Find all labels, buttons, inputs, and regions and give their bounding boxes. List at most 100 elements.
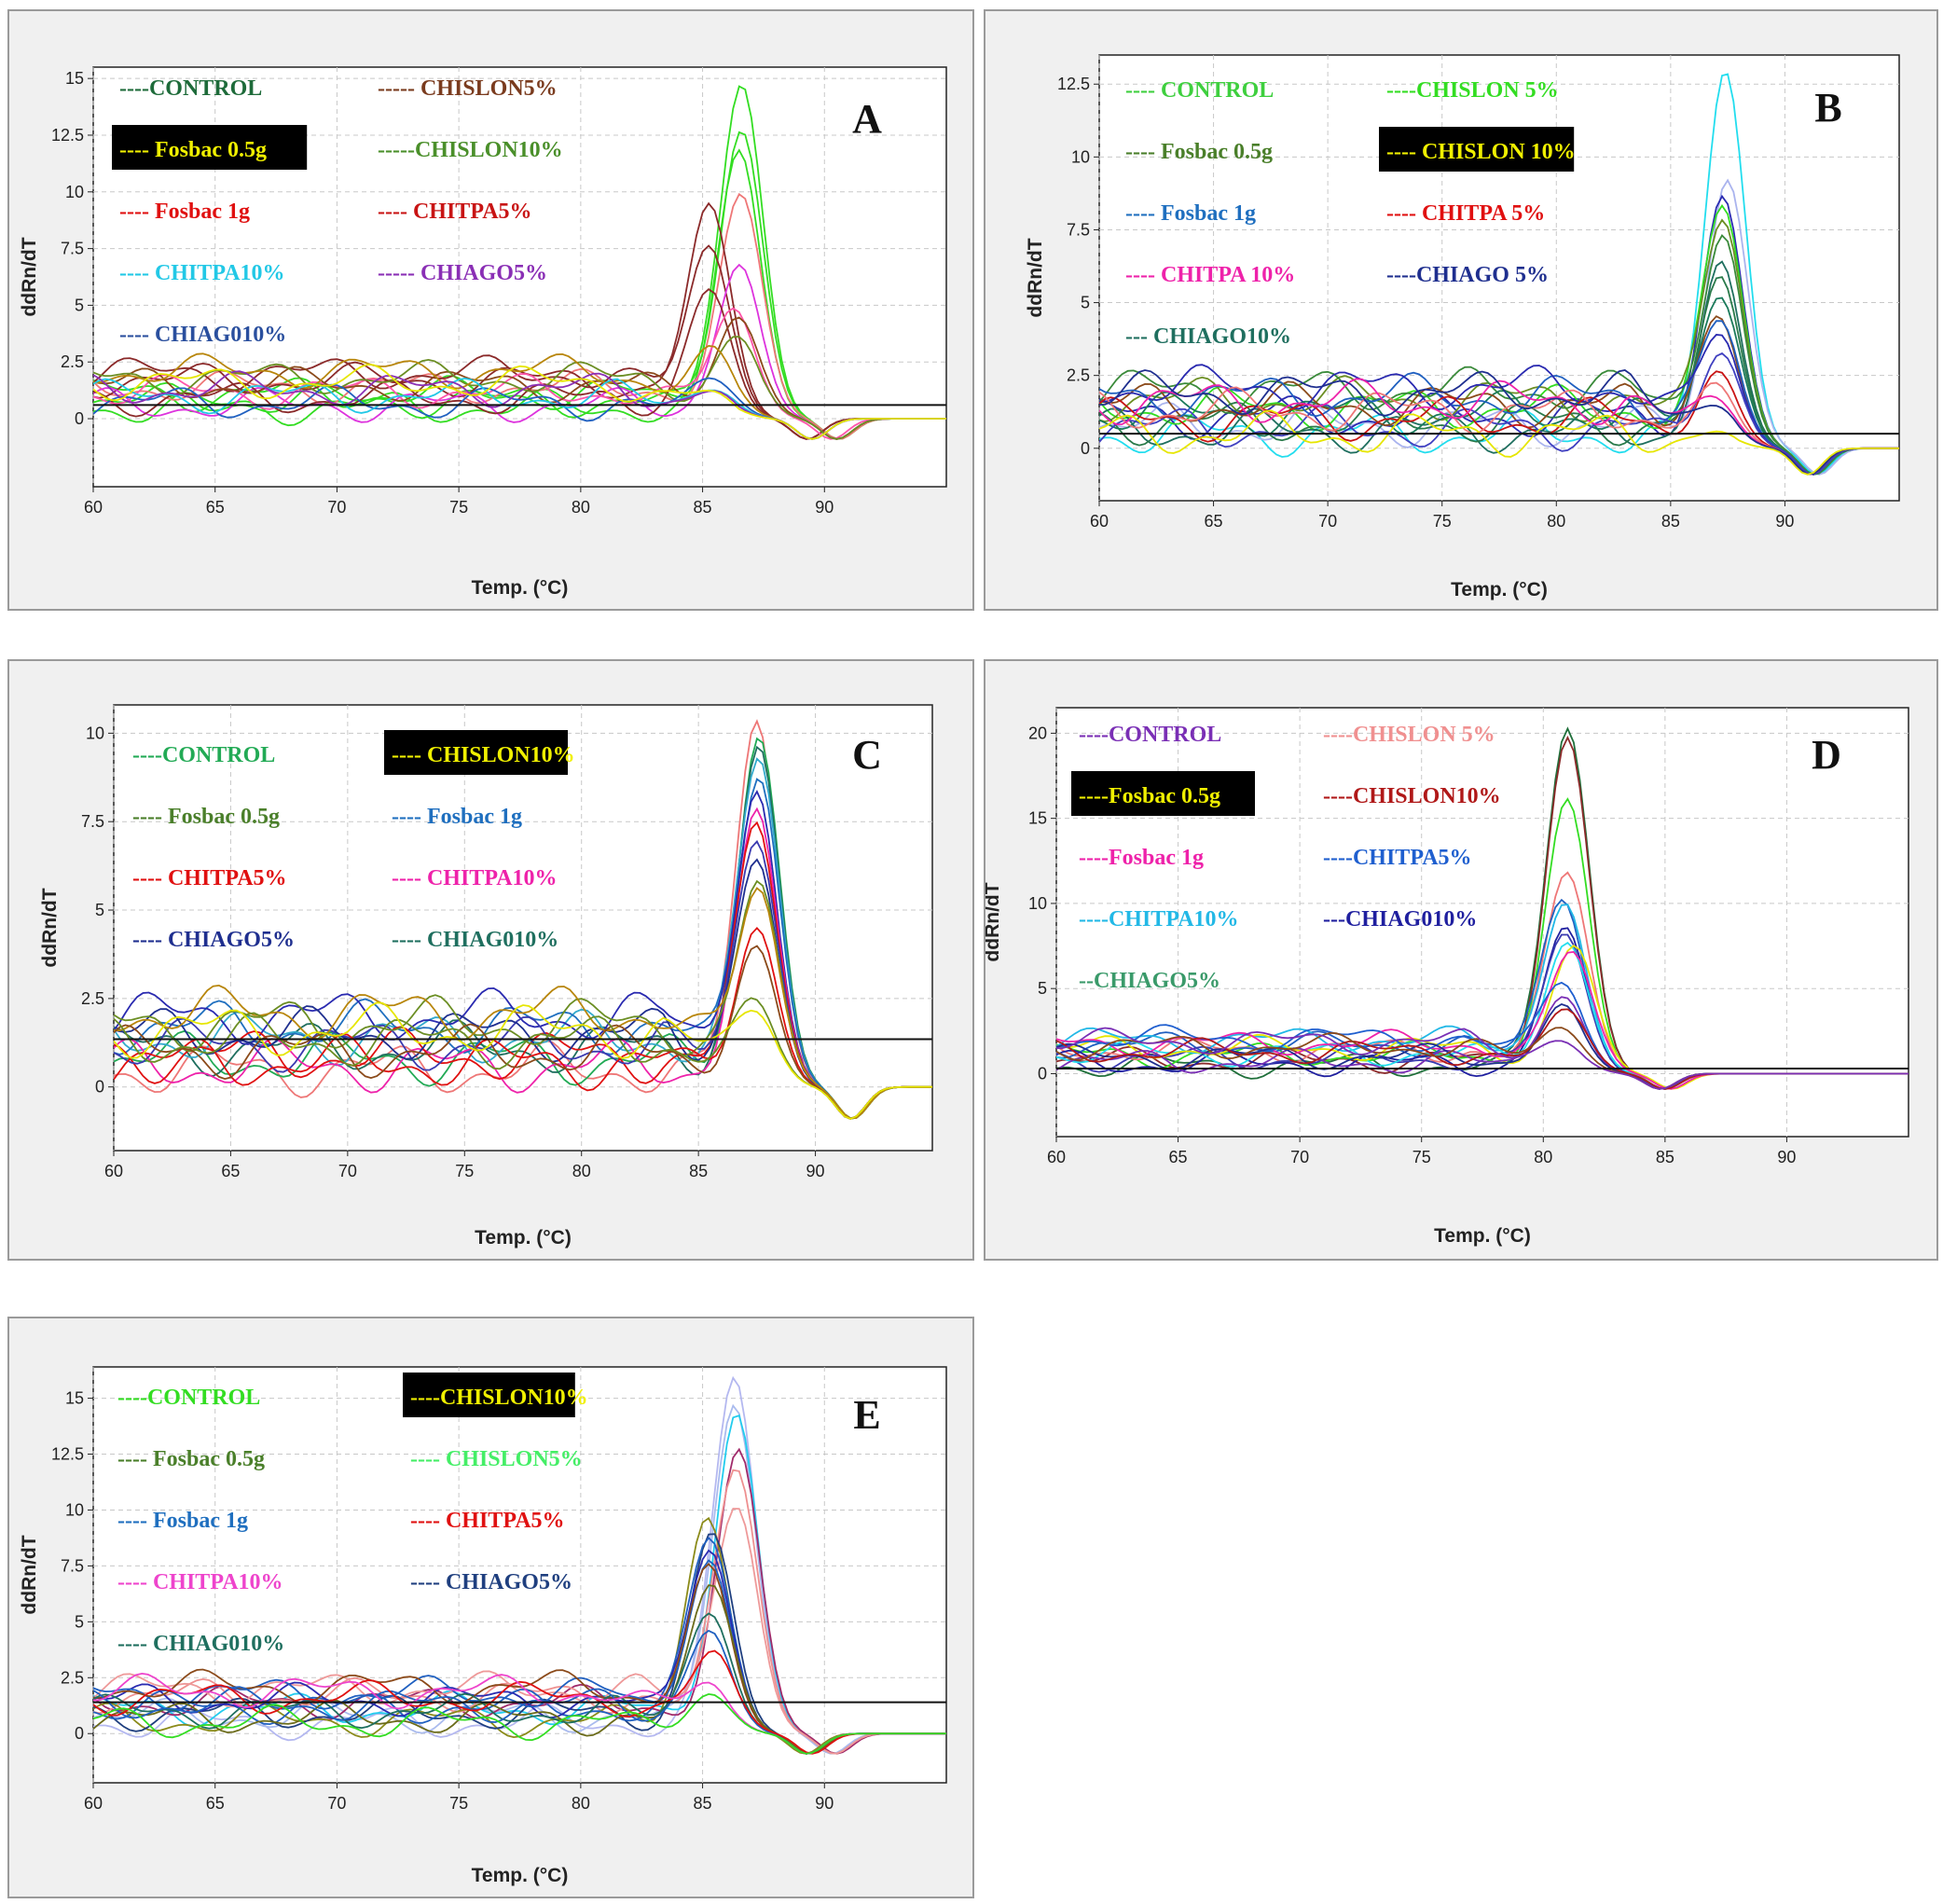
legend-entry: ---- Fosbac 1g: [119, 200, 250, 224]
y-tick-label: 2.5: [61, 352, 84, 371]
y-tick-label: 10: [1028, 894, 1047, 913]
y-tick-label: 10: [86, 724, 104, 742]
y-tick-label: 12.5: [1057, 75, 1090, 93]
legend-entry: ---- CHIAGO5%: [410, 1570, 572, 1594]
series-line: [114, 945, 932, 1120]
x-tick-label: 70: [338, 1162, 357, 1180]
y-tick-label: 0: [1038, 1064, 1047, 1083]
series-line: [1099, 369, 1899, 476]
legend-entry: ----- CHIAGO5%: [378, 261, 547, 285]
legend-entry: ---- CHIAG010%: [392, 928, 558, 952]
legend-entry: ---- CHITPA5%: [378, 200, 532, 224]
legend-entry: ----CONTROL: [132, 743, 275, 767]
x-tick-label: 65: [1205, 512, 1223, 531]
y-tick-label: 0: [75, 409, 84, 428]
legend-entry: ---- CHITPA10%: [117, 1570, 283, 1594]
x-tick-label: 80: [1547, 512, 1565, 531]
chart-panel-d: 60 65 70 75 80 85 90 0 5 10 15 20 Temp. (°C) ddRn/dT -…: [984, 659, 1938, 1261]
legend-highlight-box: [112, 125, 308, 170]
x-axis-label: Temp. (°C): [475, 1227, 572, 1249]
series-group: [1056, 726, 1909, 1090]
series-group: [93, 85, 946, 440]
y-tick-label: 0: [1081, 439, 1090, 458]
y-tick-label: 15: [1028, 809, 1047, 828]
series-line: [114, 926, 932, 1120]
legend-highlight-box: [1379, 127, 1575, 172]
y-tick-label: 2.5: [1067, 366, 1090, 385]
x-tick-label: 80: [572, 1162, 591, 1180]
legend-entry: ---- Fosbac 0.5g: [1125, 140, 1273, 164]
y-tick-label: 15: [65, 1389, 84, 1408]
x-tick-label: 70: [1318, 512, 1337, 531]
x-axis-label: Temp. (°C): [472, 577, 569, 599]
legend-entry: ---- CHISLON 10%: [1386, 140, 1576, 164]
legend-entry: ---- Fosbac 1g: [392, 805, 522, 829]
panel-letter-e: E: [853, 1392, 880, 1438]
legend-entry: ----CHIAGO 5%: [1386, 263, 1549, 287]
y-tick-label: 7.5: [81, 812, 104, 831]
x-tick-label: 90: [815, 1794, 834, 1813]
legend-entry: ---- CHITPA5%: [410, 1509, 565, 1533]
y-tick-label: 5: [75, 296, 84, 314]
x-tick-label: 90: [1777, 1148, 1796, 1166]
y-tick-label: 12.5: [51, 1445, 84, 1464]
panel-letter-a: A: [852, 96, 882, 142]
series-line: [1099, 370, 1899, 476]
x-tick-label: 65: [1169, 1148, 1188, 1166]
series-line: [1099, 352, 1899, 476]
y-tick-label: 0: [75, 1724, 84, 1743]
x-tick-label: 60: [84, 498, 103, 517]
legend-entry: --- CHIAGO10%: [1125, 324, 1291, 349]
y-tick-label: 20: [1028, 724, 1047, 742]
x-tick-label: 85: [1661, 512, 1680, 531]
legend-entry: ----Fosbac 0.5g: [1079, 784, 1220, 808]
legend-entry: ---- CHIAG010%: [117, 1632, 284, 1656]
legend-entry: ----Fosbac 1g: [1079, 846, 1204, 870]
x-axis-label: Temp. (°C): [1434, 1225, 1531, 1247]
legend-entry: ----CONTROL: [117, 1386, 260, 1410]
y-tick-label: 7.5: [61, 1556, 84, 1575]
legend-entry: ---- Fosbac 0.5g: [117, 1447, 265, 1471]
legend-entry: ---- CONTROL: [1125, 78, 1274, 103]
series-line: [1099, 320, 1899, 476]
legend-entry: ---- Fosbac 1g: [117, 1509, 248, 1533]
y-axis-label: ddRn/dT: [39, 888, 61, 967]
x-axis-label: Temp. (°C): [472, 1865, 569, 1886]
y-tick-label: 5: [75, 1612, 84, 1631]
legend-entry: ---- CHISLON10%: [392, 743, 575, 767]
x-tick-label: 80: [572, 498, 590, 517]
legend-entry: ----CHISLON10%: [410, 1386, 588, 1410]
chart-panel-a: 60 65 70 75 80 85 90 0 2.5 5 7.5 10 12.5 15 Temp. (°C)…: [7, 9, 974, 611]
x-tick-label: 75: [1412, 1148, 1431, 1166]
legend-entry: ---- CHITPA10%: [392, 866, 558, 890]
x-tick-label: 65: [206, 1794, 225, 1813]
legend-entry: ----CHISLON10%: [1323, 784, 1501, 808]
legend-entry: ---- CHISLON5%: [410, 1447, 583, 1471]
legend-entry: ----CHITPA5%: [1323, 846, 1472, 870]
series-line: [1056, 1027, 1909, 1090]
series-group: [1099, 73, 1899, 476]
legend-entry: ----CHISLON 5%: [1323, 723, 1495, 747]
x-tick-label: 70: [1290, 1148, 1309, 1166]
panel-letter-b: B: [1814, 85, 1841, 131]
legend-entry: ---- Fosbac 0.5g: [119, 138, 267, 162]
series-line: [93, 288, 946, 440]
x-tick-label: 75: [449, 498, 468, 517]
legend-entry: ----CHISLON 5%: [1386, 78, 1559, 103]
y-axis-label: ddRn/dT: [19, 237, 40, 316]
y-axis-label: ddRn/dT: [19, 1535, 40, 1614]
x-tick-label: 85: [694, 1794, 712, 1813]
panel-letter-c: C: [852, 732, 882, 778]
y-tick-label: 0: [95, 1078, 104, 1097]
chart-svg: 60 65 70 75 80 85 90 0 5 10 15 20 Temp. (°C) ddRn/dT -…: [985, 707, 1909, 1247]
x-tick-label: 80: [572, 1794, 590, 1813]
legend-entry: ---- CHIAG010%: [119, 323, 286, 347]
legend-entry: ---- Fosbac 1g: [1125, 201, 1256, 226]
x-tick-label: 60: [1047, 1148, 1066, 1166]
series-group: [93, 1375, 946, 1755]
legend-entry: ----- CHISLON5%: [378, 76, 558, 101]
legend-entry: --CHIAGO5%: [1079, 969, 1220, 993]
x-tick-label: 65: [221, 1162, 240, 1180]
y-tick-label: 10: [65, 183, 84, 201]
series-line: [93, 364, 946, 440]
